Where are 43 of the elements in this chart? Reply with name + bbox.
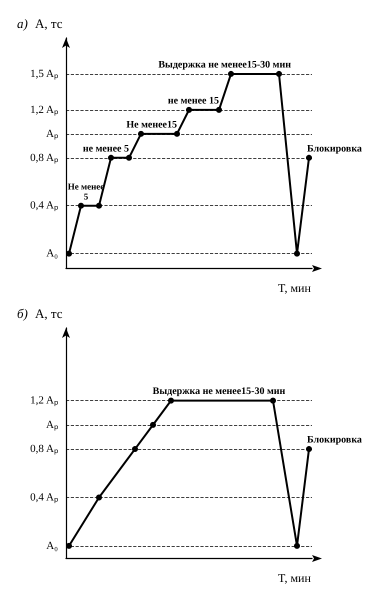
annotation: Блокировка xyxy=(307,434,362,446)
point xyxy=(138,130,144,137)
point xyxy=(96,494,102,500)
chart-title: а) xyxy=(17,16,28,31)
y-tick-label: A₀ xyxy=(46,248,58,260)
y-tick-label: 0,8 Aₚ xyxy=(30,152,58,164)
y-tick-label: A₀ xyxy=(46,540,58,552)
point xyxy=(96,202,102,209)
annotation: Не менее15 xyxy=(126,119,177,130)
point xyxy=(306,446,312,452)
point xyxy=(174,130,180,137)
point xyxy=(276,70,282,77)
point xyxy=(150,422,156,428)
annotation: Блокировка xyxy=(307,143,362,154)
y-tick-label: 0,4 Aₚ xyxy=(30,200,58,212)
y-tick-label: 1,2 Aₚ xyxy=(30,394,58,407)
point xyxy=(294,542,300,549)
point xyxy=(78,202,84,209)
point xyxy=(228,70,234,77)
y-axis-title: A, тс xyxy=(35,306,63,321)
point xyxy=(216,106,222,113)
y-tick-label: 1,5 Aₚ xyxy=(30,68,58,80)
annotation: не менее 15 xyxy=(168,95,219,106)
point xyxy=(270,398,276,404)
point xyxy=(306,154,312,161)
point xyxy=(168,398,174,404)
x-axis-title: T, мин xyxy=(278,571,312,585)
y-axis-title: A, тс xyxy=(35,16,63,31)
point xyxy=(126,154,132,161)
annotation: Выдержка не менее15-30 мин xyxy=(158,59,292,70)
point xyxy=(132,446,138,452)
annotation: не менее 5 xyxy=(82,143,129,154)
y-tick-label: Aₚ xyxy=(46,128,58,140)
point xyxy=(186,106,192,113)
point xyxy=(294,250,300,257)
annotation: Выдержка не менее15-30 мин xyxy=(152,386,286,398)
y-tick-label: 0,4 Aₚ xyxy=(30,491,58,504)
point xyxy=(108,154,114,161)
chart-title: б) xyxy=(17,306,28,321)
y-tick-label: Aₚ xyxy=(46,418,58,431)
y-tick-label: 1,2 Aₚ xyxy=(30,104,58,116)
x-axis-title: T, мин xyxy=(278,281,312,295)
y-tick-label: 0,8 Aₚ xyxy=(30,443,58,456)
